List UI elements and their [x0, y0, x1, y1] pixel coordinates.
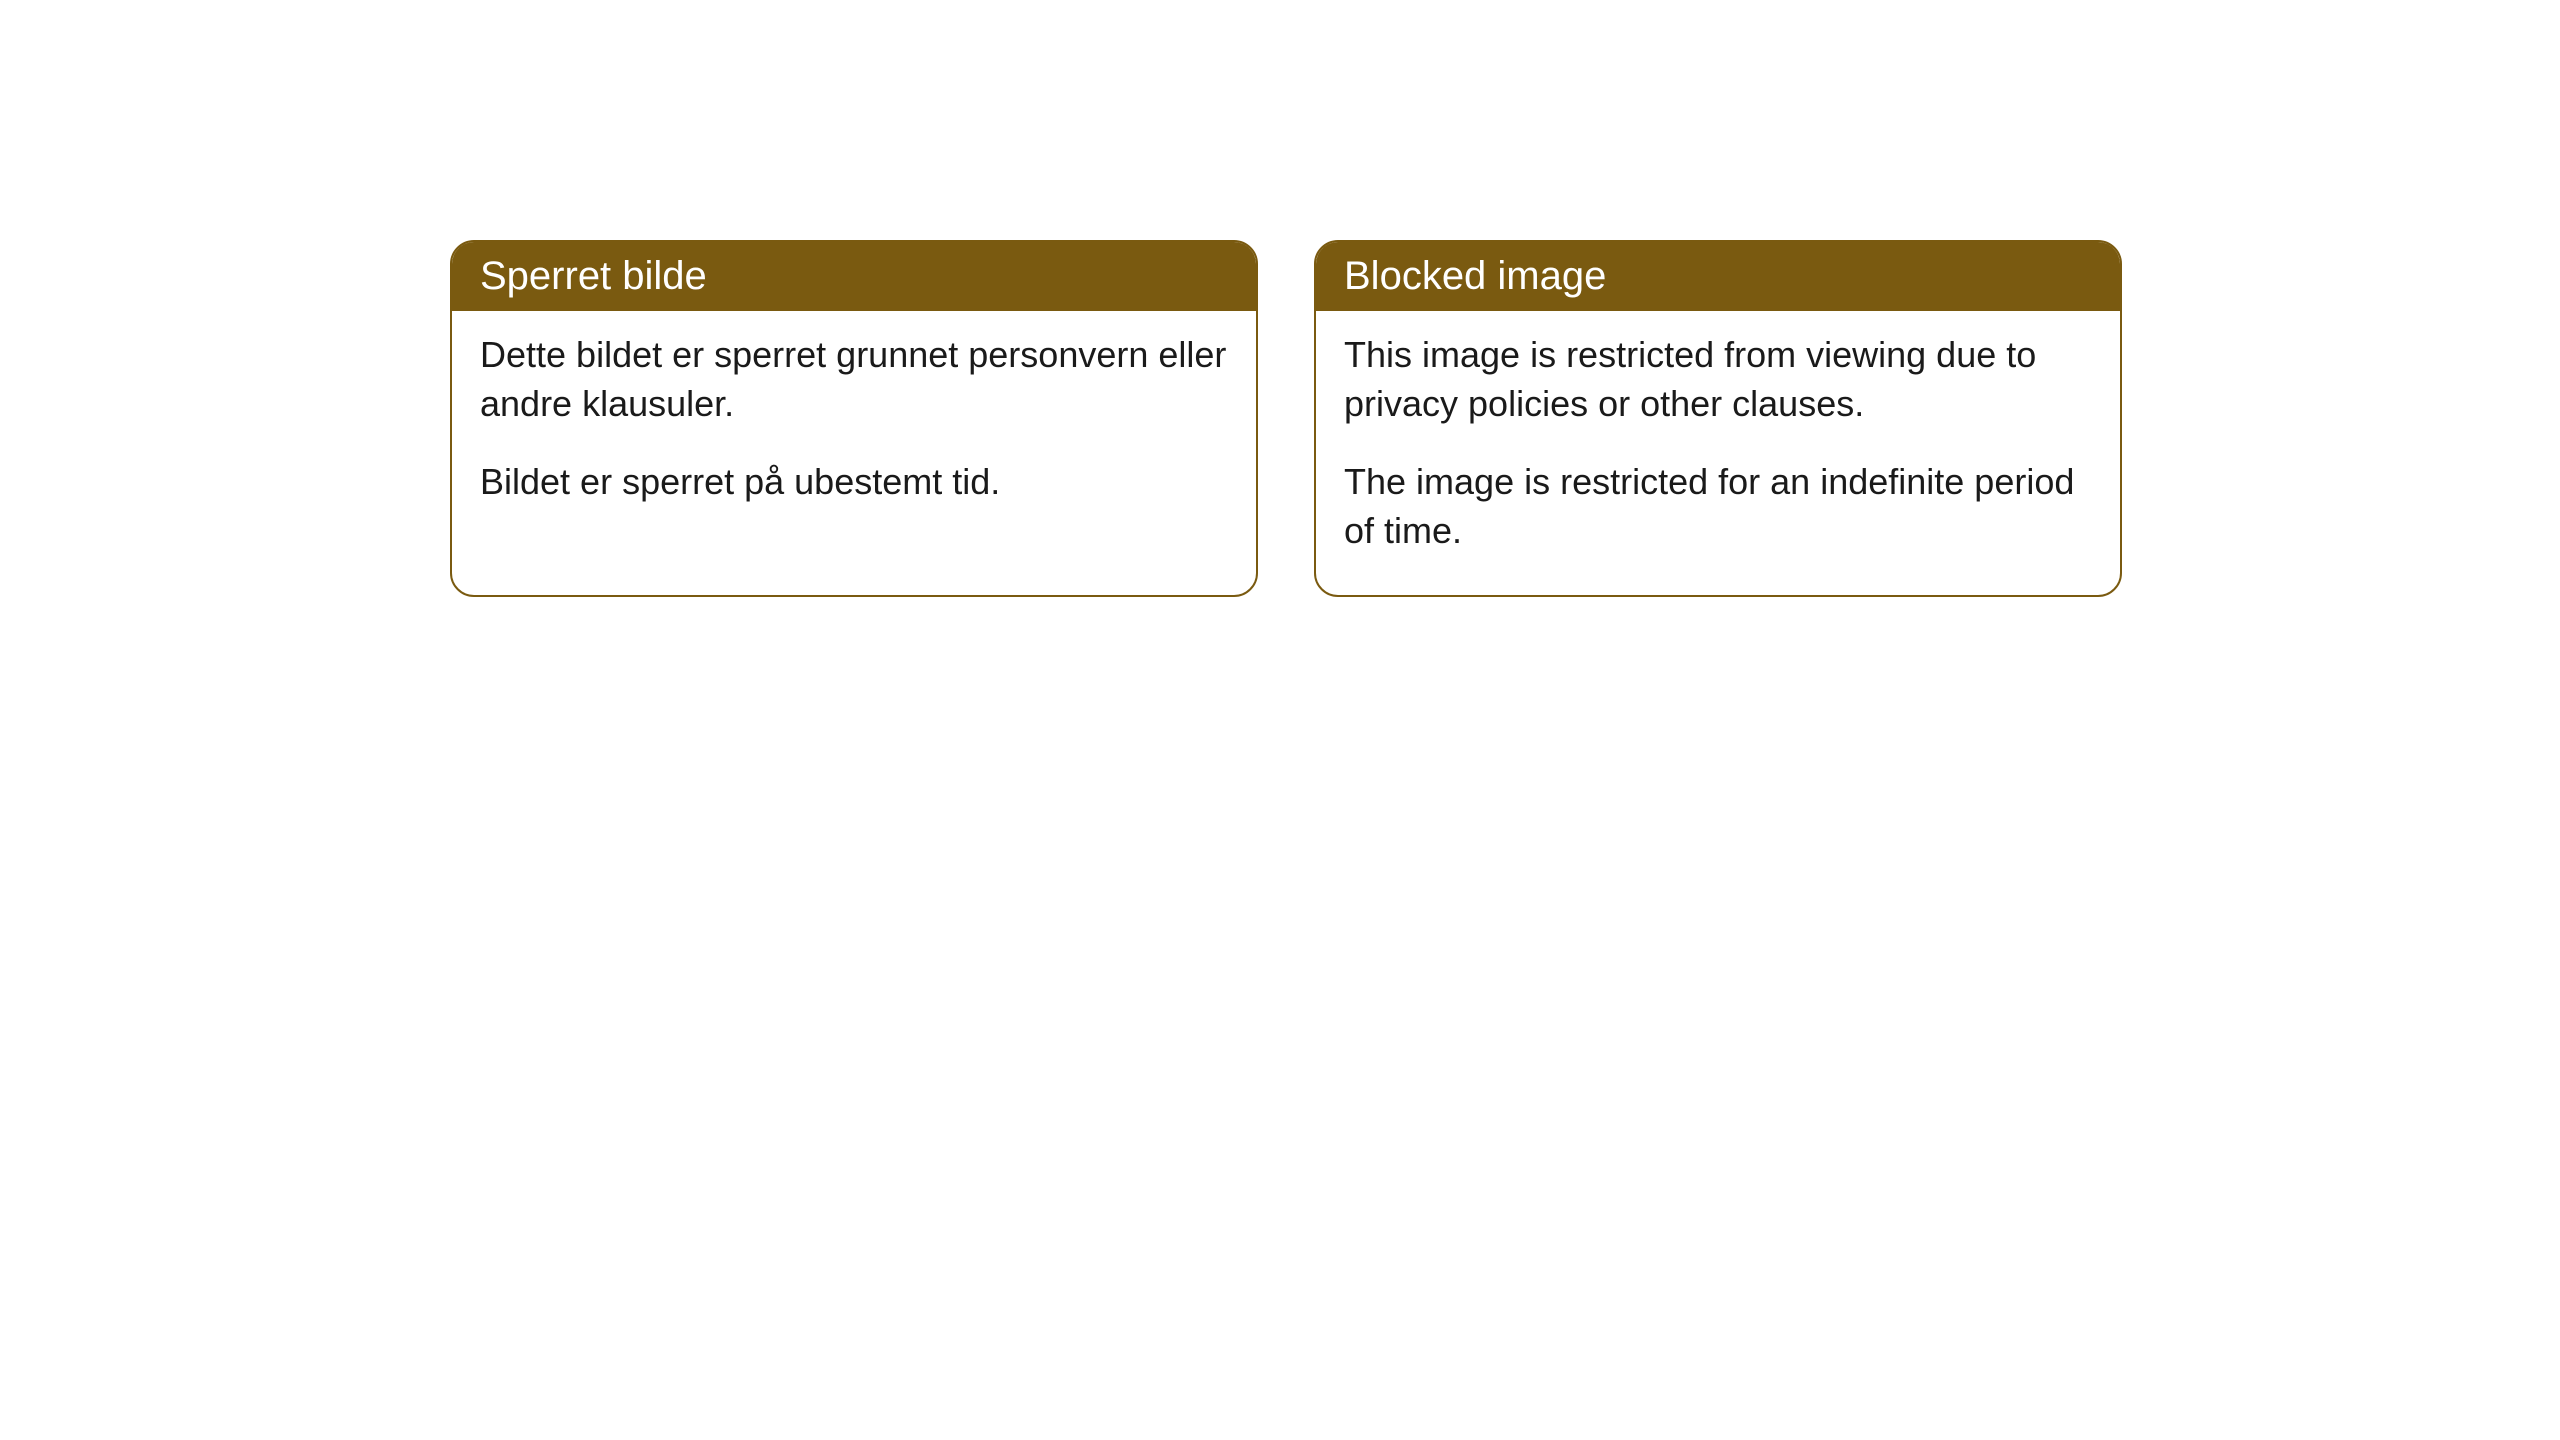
card-title: Sperret bilde [480, 254, 707, 298]
card-header: Sperret bilde [452, 242, 1256, 311]
blocked-image-card-english: Blocked image This image is restricted f… [1314, 240, 2122, 597]
card-body: Dette bildet er sperret grunnet personve… [452, 311, 1256, 547]
card-header: Blocked image [1316, 242, 2120, 311]
card-body: This image is restricted from viewing du… [1316, 311, 2120, 595]
card-paragraph-2: The image is restricted for an indefinit… [1344, 458, 2092, 555]
blocked-image-card-norwegian: Sperret bilde Dette bildet er sperret gr… [450, 240, 1258, 597]
card-paragraph-1: This image is restricted from viewing du… [1344, 331, 2092, 428]
card-title: Blocked image [1344, 254, 1606, 298]
card-paragraph-2: Bildet er sperret på ubestemt tid. [480, 458, 1228, 507]
card-paragraph-1: Dette bildet er sperret grunnet personve… [480, 331, 1228, 428]
notice-container: Sperret bilde Dette bildet er sperret gr… [450, 240, 2122, 597]
